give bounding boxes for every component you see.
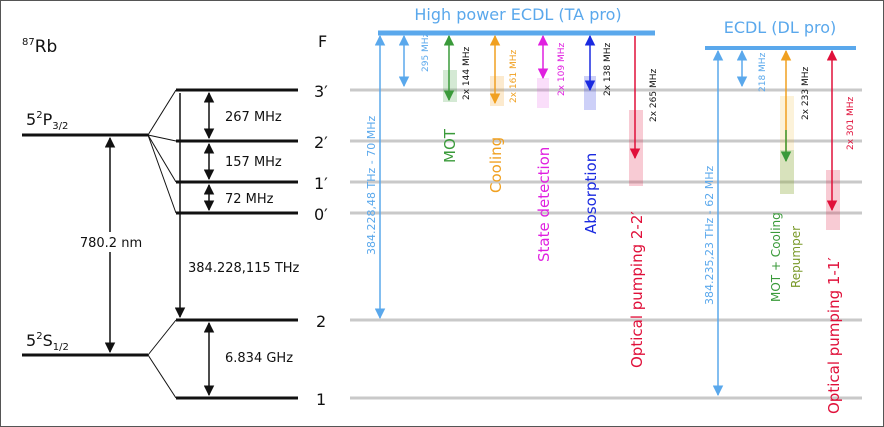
d2-wavelength-label: 780.2 nm	[80, 236, 142, 251]
absorption-beam-label: Absorption	[582, 153, 600, 234]
dl-pro-aom-label: 218 MHz	[758, 52, 768, 92]
mot-linewidth-bar	[443, 70, 457, 102]
splitting-label-g21: 6.834 GHz	[225, 351, 293, 366]
cooling-beam-label: Cooling	[487, 137, 505, 193]
dl-pro-offset-label: 384.235,23 THz - 62 MHz	[703, 166, 716, 305]
level-label-1p: 1′	[314, 174, 328, 193]
ta-pro-title: High power ECDL (TA pro)	[414, 5, 621, 24]
state-detection-shift-label: 2x 109 MHz	[557, 43, 567, 96]
repumper-shift-label: 2x 233 MHz	[801, 67, 811, 120]
op11-linewidth-bar	[826, 170, 840, 230]
ground-fan-lines	[147, 319, 177, 399]
d2-label-bg	[70, 232, 152, 252]
excited-fan-lines	[147, 89, 177, 214]
splitting-label-e32: 267 MHz	[225, 110, 282, 125]
splitting-label-e21: 157 MHz	[225, 155, 282, 170]
op11-beam-label: Optical pumping 1-1′	[825, 257, 843, 414]
state-detection-linewidth-bar	[537, 78, 549, 108]
mot-cooling-label: MOT + Cooling	[769, 212, 783, 302]
op22-shift-label: 2x 265 MHz	[649, 69, 659, 122]
dl-pro-title: ECDL (DL pro)	[724, 18, 837, 37]
op22-beam-label: Optical pumping 2-2′	[628, 211, 646, 368]
ground-state-label: 52S1/2	[26, 331, 69, 353]
level-label-0p: 0′	[314, 205, 328, 224]
repumper-linewidth-bar	[780, 96, 794, 194]
absorption-shift-label: 2x 138 MHz	[603, 43, 613, 96]
atom-label: 87Rb	[22, 37, 57, 57]
ta-pro-aom-label: 295 MHz	[421, 32, 431, 72]
grey-reference-lines	[350, 88, 862, 400]
level-label-2: 2	[316, 312, 326, 331]
hyperfine-gap-label: 384.228,115 THz	[188, 261, 300, 276]
state-detection-beam-label: State detection	[535, 147, 553, 262]
splitting-label-e10: 72 MHz	[225, 192, 274, 207]
hyperfine-levels	[176, 88, 298, 400]
level-label-2p: 2′	[314, 133, 328, 152]
repumper-lower-bar	[780, 150, 794, 194]
op11-shift-label: 2x 301 MHz	[846, 97, 856, 150]
ta-pro-offset-label: 384.228,48 THz - 70 MHz	[365, 116, 378, 255]
level-label-1: 1	[316, 390, 326, 409]
cooling-linewidth-bar	[490, 76, 504, 106]
mot-beam-label: MOT	[441, 128, 459, 163]
excited-state-label: 52P3/2	[26, 110, 68, 132]
repumper-label: Repumper	[789, 226, 803, 288]
mot-shift-label: 2x 144 MHz	[462, 47, 472, 100]
cooling-shift-label: 2x 161 MHz	[509, 50, 519, 103]
op22-linewidth-bar	[629, 110, 643, 186]
f-column-header: F	[318, 32, 327, 51]
level-label-3p: 3′	[314, 82, 328, 101]
